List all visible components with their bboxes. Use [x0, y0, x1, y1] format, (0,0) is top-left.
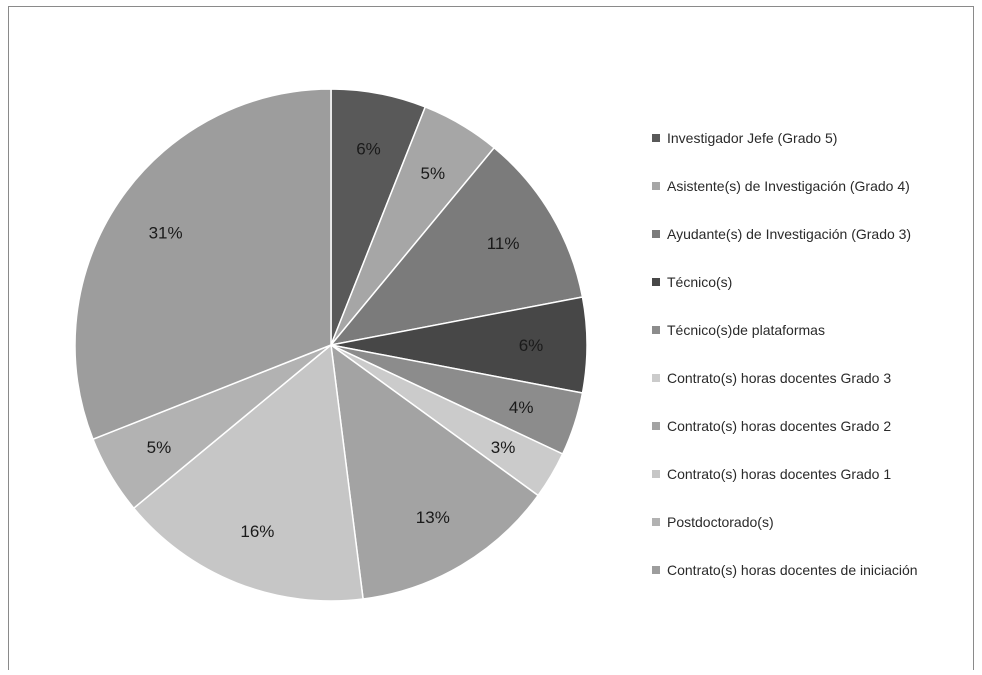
legend-swatch	[652, 182, 660, 190]
legend-label: Postdoctorado(s)	[667, 514, 774, 530]
legend-item: Contrato(s) horas docentes Grado 1	[652, 458, 918, 490]
pie-slice-label: 16%	[240, 522, 274, 541]
chart-legend: Investigador Jefe (Grado 5) Asistente(s) …	[652, 122, 918, 586]
pie-slice-label: 5%	[147, 438, 172, 457]
legend-item: Asistente(s) de Investigación (Grado 4)	[652, 170, 918, 202]
pie-slice-label: 6%	[356, 140, 381, 159]
pie-slice-label: 31%	[149, 224, 183, 243]
legend-label: Contrato(s) horas docentes Grado 1	[667, 466, 892, 482]
legend-item: Investigador Jefe (Grado 5)	[652, 122, 918, 154]
legend-label: Contrato(s) horas docentes Grado 2	[667, 418, 892, 434]
chart-area	[8, 6, 974, 670]
legend-label: Contrato(s) horas docentes Grado 3	[667, 370, 892, 386]
legend-item: Técnico(s)de plataformas	[652, 314, 918, 346]
pie-slice	[330, 343, 540, 600]
legend-item: Ayudante(s) de Investigación (Grado 3)	[652, 218, 918, 250]
pie-slice	[132, 343, 364, 602]
legend-label: Ayudante(s) de Investigación (Grado 3)	[667, 226, 912, 242]
legend-label: Asistente(s) de Investigación (Grado 4)	[667, 178, 910, 194]
legend-swatch	[652, 134, 660, 142]
pie-slice-label: 3%	[491, 438, 516, 457]
legend-item: Contrato(s) horas docentes de iniciación	[652, 554, 918, 586]
pie-slice-label: 5%	[421, 164, 446, 183]
legend-item: Postdoctorado(s)	[652, 506, 918, 538]
pie-slice	[329, 146, 584, 347]
legend-label: Investigador Jefe (Grado 5)	[667, 130, 838, 146]
pie-slice-label: 13%	[416, 508, 450, 527]
legend-swatch	[652, 566, 660, 574]
legend-swatch	[652, 422, 660, 430]
legend-item: Contrato(s) horas docentes Grado 2	[652, 410, 918, 442]
legend-swatch	[652, 374, 660, 382]
pie-slices	[74, 88, 588, 602]
pie-slice-label: 4%	[509, 398, 534, 417]
pie-slice	[74, 88, 332, 441]
legend-swatch	[652, 230, 660, 238]
legend-swatch	[652, 518, 660, 526]
pie-slice-label: 6%	[519, 336, 544, 355]
pie-slice-label: 11%	[487, 234, 520, 253]
legend-label: Técnico(s)	[667, 274, 733, 290]
pie-data-labels: 6% 5% 11% 6% 4% 3% 13% 16% 5% 31%	[147, 140, 544, 542]
legend-swatch	[652, 326, 660, 334]
legend-item: Contrato(s) horas docentes Grado 3	[652, 362, 918, 394]
legend-label: Contrato(s) horas docentes de iniciación	[667, 562, 918, 578]
legend-label: Técnico(s)de plataformas	[667, 322, 825, 338]
legend-swatch	[652, 470, 660, 478]
legend-item: Técnico(s)	[652, 266, 918, 298]
legend-swatch	[652, 278, 660, 286]
